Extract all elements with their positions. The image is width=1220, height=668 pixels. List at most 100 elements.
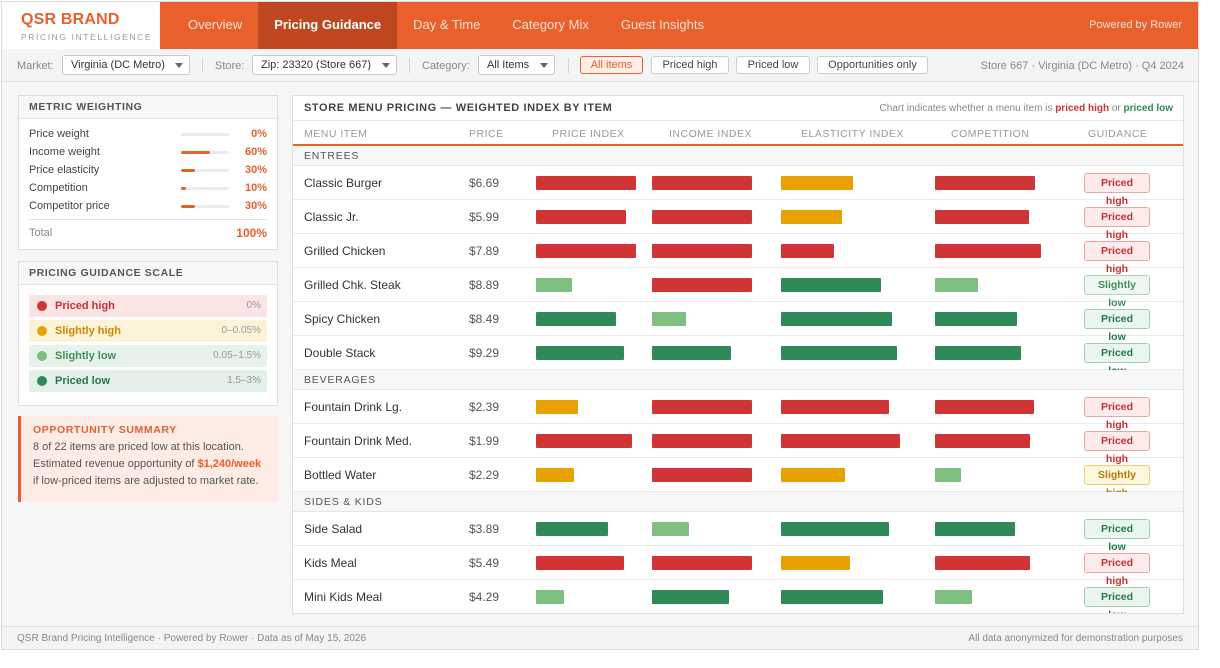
- menu-item-price: $4.29: [469, 590, 500, 604]
- tab-guest-insights[interactable]: Guest Insights: [620, 17, 704, 32]
- guidance-badge: Priced low: [1084, 519, 1150, 553]
- table-row[interactable]: Kids Meal $5.49 Priced high: [293, 546, 1183, 587]
- income-index-bar: [652, 210, 752, 224]
- income-index-bar: [652, 556, 752, 570]
- table-row[interactable]: Classic Jr. $5.99 Priced high: [293, 200, 1183, 241]
- scale-label: Priced low: [55, 375, 111, 387]
- table-header: MENU ITEM PRICE PRICE INDEX INCOME INDEX ELA…: [293, 120, 1183, 146]
- menu-item-price: $9.29: [469, 346, 500, 360]
- elasticity-index-bar: [781, 590, 883, 604]
- table-row[interactable]: Spicy Chicken $8.49 Priced low: [293, 302, 1183, 343]
- scale-label: Slightly high: [55, 325, 121, 337]
- column-header-elasticity-index[interactable]: ELASTICITY INDEX: [801, 128, 904, 140]
- tab-overview[interactable]: Overview: [188, 17, 243, 32]
- table-row[interactable]: Grilled Chk. Steak $8.89 Slightly low: [293, 268, 1183, 309]
- competition-bar: [935, 210, 1029, 224]
- elasticity-index-bar: [781, 278, 881, 292]
- menu-item-name: Fountain Drink Lg.: [304, 400, 403, 414]
- scale-priced-low: Priced low 1.5–3%: [29, 370, 267, 392]
- scale-priced-high: Priced high 0%: [29, 295, 267, 317]
- table-row[interactable]: Grilled Chicken $7.89 Priced high: [293, 234, 1183, 275]
- chart-note: Chart indicates whether a menu item is p…: [880, 103, 1173, 114]
- chart-note-or: or: [1109, 103, 1124, 114]
- store-select[interactable]: Zip: 23320 (Store 667): [252, 55, 397, 75]
- guidance-badge: Slightly high: [1084, 465, 1150, 499]
- chip-priced-high[interactable]: Priced high: [651, 56, 729, 74]
- competition-bar: [935, 400, 1034, 414]
- brand-logo[interactable]: QSR BRAND PRICING INTELLIGENCE: [2, 2, 160, 49]
- weight-fill: [181, 205, 196, 208]
- section-beverages: BEVERAGES: [293, 370, 1183, 390]
- tab-day-time[interactable]: Day & Time: [413, 17, 481, 32]
- weight-value: 30%: [244, 164, 267, 176]
- price-index-bar: [536, 522, 608, 536]
- guidance-scale-title: PRICING GUIDANCE SCALE: [19, 262, 277, 285]
- scale-list: Priced high 0% Slightly high 0–0.05% Slightl…: [19, 285, 277, 392]
- tab-category-mix[interactable]: Category Mix: [512, 17, 589, 32]
- elasticity-index-bar: [781, 210, 842, 224]
- menu-item-name: Classic Jr.: [304, 210, 359, 224]
- weight-track: [181, 151, 229, 154]
- competition-bar: [935, 312, 1017, 326]
- competition-bar: [935, 556, 1030, 570]
- competition-bar: [935, 176, 1035, 190]
- price-index-bar: [536, 400, 578, 414]
- guidance-badge: Priced high: [1084, 207, 1150, 241]
- competition-bar: [935, 434, 1030, 448]
- income-index-bar: [652, 312, 686, 326]
- table-row[interactable]: Bottled Water $2.29 Slightly high: [293, 458, 1183, 499]
- column-header-price-index[interactable]: PRICE INDEX: [552, 128, 625, 140]
- column-header-competition[interactable]: COMPETITION: [951, 128, 1030, 140]
- weight-fill: [181, 187, 186, 190]
- menu-item-name: Bottled Water: [304, 468, 377, 482]
- category-select[interactable]: All Items: [478, 55, 555, 75]
- category-label: Category:: [422, 60, 470, 72]
- section-entrees: ENTREES: [293, 146, 1183, 166]
- income-index-bar: [652, 278, 752, 292]
- table-row[interactable]: Classic Burger $6.69 Priced high: [293, 166, 1183, 207]
- tab-pricing-guidance[interactable]: Pricing Guidance: [258, 2, 398, 49]
- menu-item-price: $5.99: [469, 210, 500, 224]
- price-index-bar: [536, 590, 564, 604]
- weight-row: Price weight 0%: [19, 125, 277, 143]
- chip-opportunities-only[interactable]: Opportunities only: [817, 56, 928, 74]
- column-header-guidance[interactable]: GUIDANCE: [1088, 128, 1148, 140]
- income-index-bar: [652, 346, 731, 360]
- chart-note-low: priced low: [1123, 103, 1173, 114]
- column-header-menu-item[interactable]: MENU ITEM: [304, 128, 368, 140]
- chip-priced-low[interactable]: Priced low: [736, 56, 810, 74]
- guidance-badge: Priced high: [1084, 397, 1150, 431]
- weight-label: Income weight: [29, 146, 100, 158]
- table-row[interactable]: Fountain Drink Lg. $2.39 Priced high: [293, 390, 1183, 431]
- competition-bar: [935, 522, 1015, 536]
- table-row[interactable]: Double Stack $9.29 Priced low: [293, 336, 1183, 377]
- elasticity-index-bar: [781, 522, 889, 536]
- menu-item-name: Classic Burger: [304, 176, 383, 190]
- store-info: Store 667 · Virginia (DC Metro) · Q4 202…: [980, 60, 1184, 72]
- opportunity-text: 8 of 22 items are priced low at this loc…: [33, 439, 278, 490]
- chevron-down-icon: [382, 63, 390, 68]
- income-index-bar: [652, 244, 752, 258]
- chip-all-items[interactable]: All items: [580, 56, 643, 74]
- market-select[interactable]: Virginia (DC Metro): [62, 55, 190, 75]
- menu-pricing-panel: STORE MENU PRICING — WEIGHTED INDEX BY I…: [292, 95, 1184, 614]
- competition-bar: [935, 468, 961, 482]
- table-row[interactable]: Side Salad $3.89 Priced low: [293, 512, 1183, 553]
- scale-range: 0.05–1.5%: [213, 350, 261, 361]
- category-select-value: All Items: [487, 59, 530, 71]
- elasticity-index-bar: [781, 556, 850, 570]
- column-header-income-index[interactable]: INCOME INDEX: [669, 128, 753, 140]
- table-row[interactable]: Mini Kids Meal $4.29 Priced low: [293, 580, 1183, 613]
- guidance-badge: Slightly low: [1084, 275, 1150, 309]
- store-select-value: Zip: 23320 (Store 667): [261, 59, 372, 71]
- weight-label: Competition: [29, 182, 88, 194]
- menu-item-price: $2.39: [469, 400, 500, 414]
- elasticity-index-bar: [781, 176, 853, 190]
- price-index-bar: [536, 244, 636, 258]
- column-header-price[interactable]: PRICE: [469, 128, 504, 140]
- income-index-bar: [652, 434, 752, 448]
- brand-subtitle: PRICING INTELLIGENCE: [21, 32, 153, 42]
- brand-title: QSR BRAND: [21, 11, 120, 28]
- table-row[interactable]: Fountain Drink Med. $1.99 Priced high: [293, 424, 1183, 465]
- elasticity-index-bar: [781, 468, 845, 482]
